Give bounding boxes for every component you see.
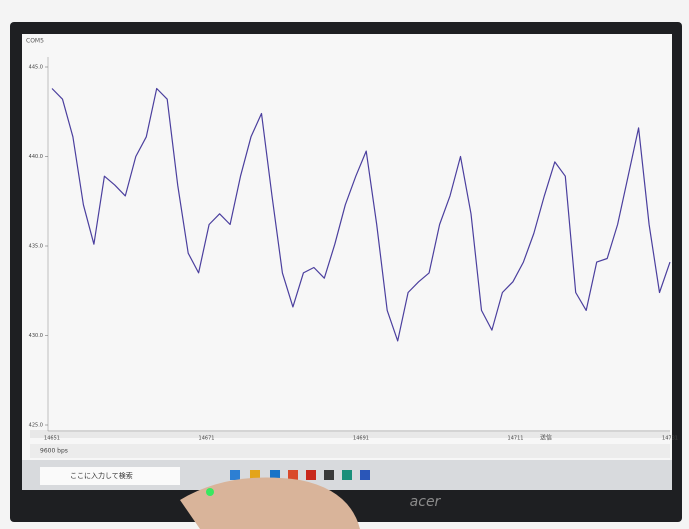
status-bar [30, 444, 670, 458]
x-tick-label: 14671 [199, 436, 215, 442]
y-tick-label: 435.0 [29, 244, 43, 250]
y-tick-label: 430.0 [29, 333, 43, 339]
icon[interactable] [230, 470, 240, 480]
search-text: ここに入力して検索 [70, 471, 133, 480]
icon[interactable] [342, 470, 352, 480]
y-tick-label: 425.0 [29, 423, 43, 429]
icon[interactable] [324, 470, 334, 480]
brand-logo: acer [410, 494, 442, 510]
icon[interactable] [306, 470, 316, 480]
icon[interactable] [288, 470, 298, 480]
x-tick-label: 14651 [44, 436, 60, 442]
send-button[interactable]: 送信 [540, 434, 552, 442]
y-tick-label: 445.0 [29, 65, 43, 71]
icon[interactable] [360, 470, 370, 480]
led-light [206, 488, 214, 496]
y-tick-label: 440.0 [29, 154, 43, 160]
screen [22, 34, 672, 460]
photo: COM5 9600 bps 送信 ここに入力して検索 acer 445.0 440… [0, 0, 689, 529]
x-tick-label: 14691 [353, 436, 369, 442]
x-tick-label: 14731 [662, 436, 678, 442]
x-tick-label: 14711 [508, 436, 524, 442]
window-title: COM5 [26, 38, 44, 45]
baud-rate: 9600 bps [40, 448, 68, 455]
